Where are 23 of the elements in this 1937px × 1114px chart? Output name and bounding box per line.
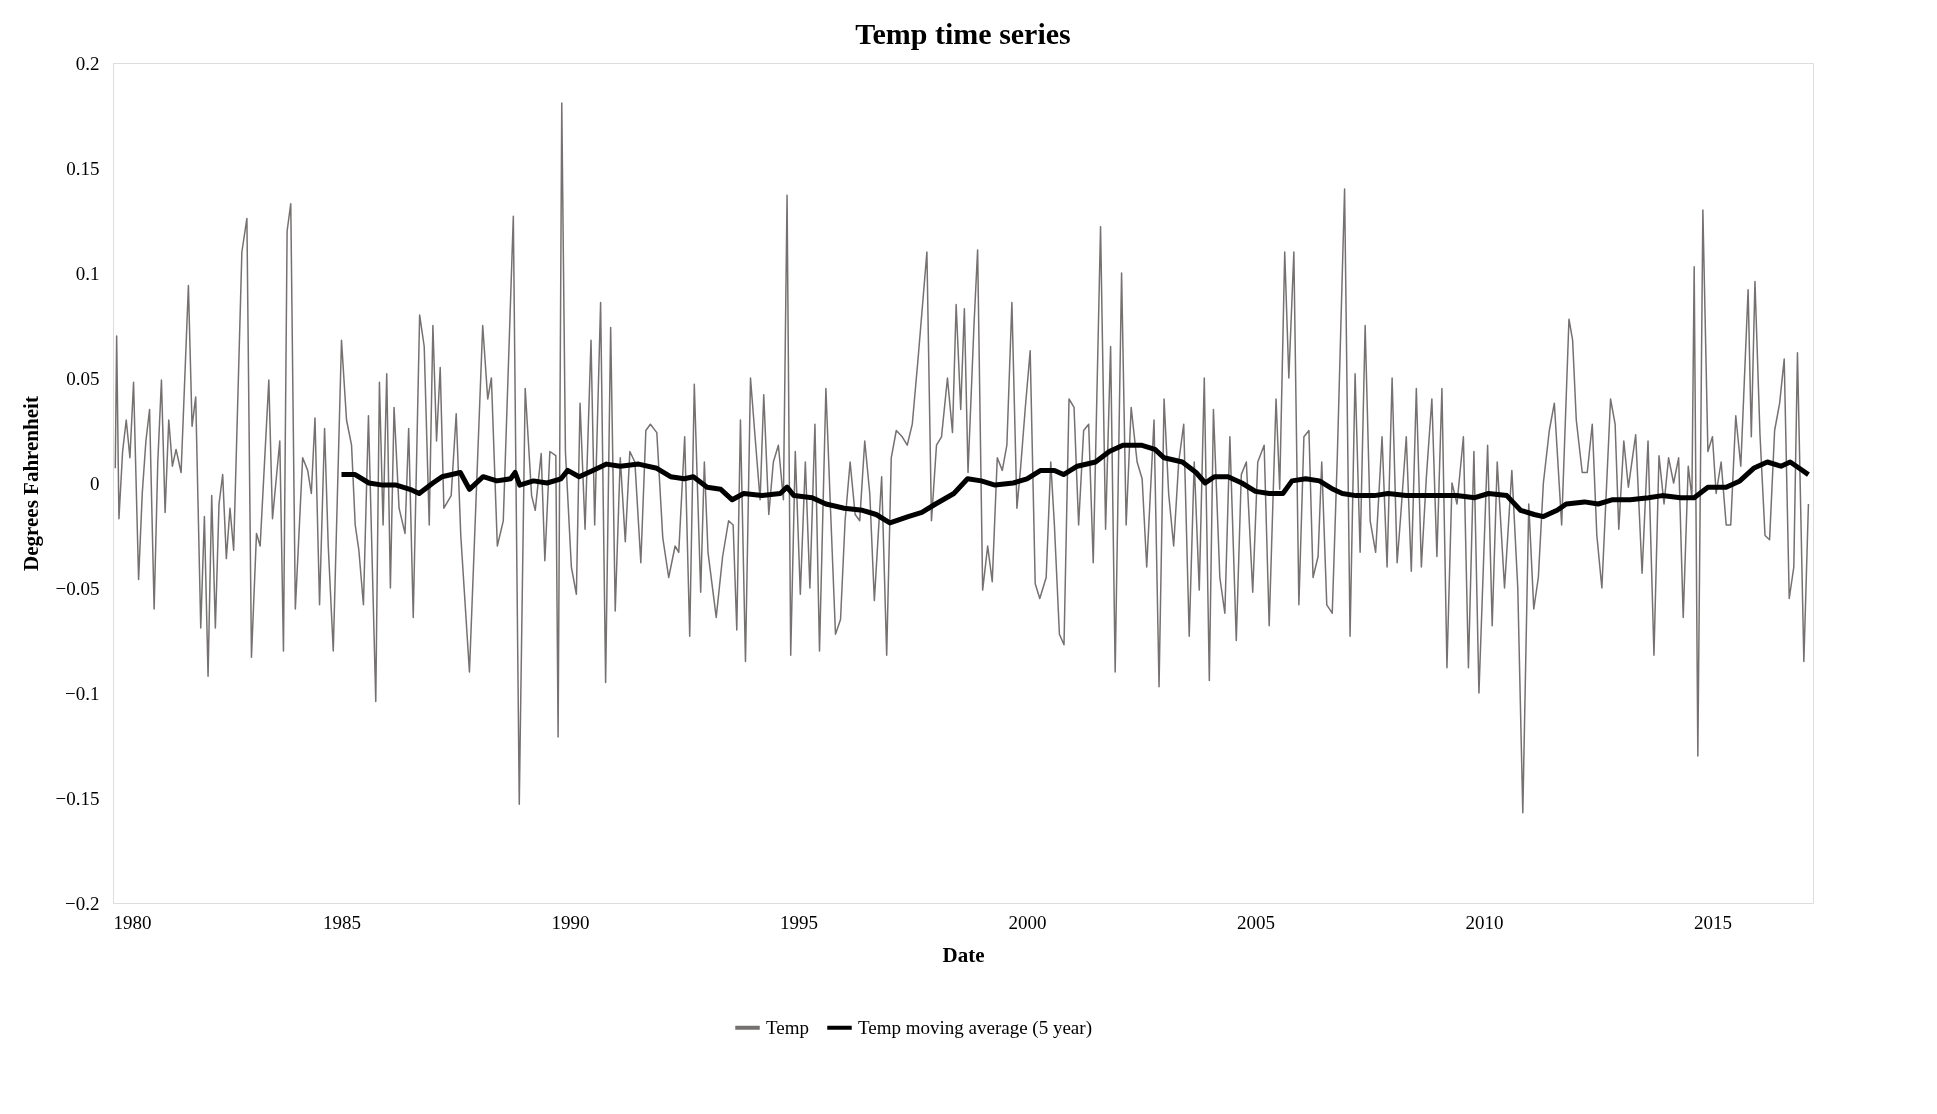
x-tick-label: 2005: [1236, 911, 1275, 933]
x-tick-label: 1990: [551, 911, 590, 933]
x-tick-label: 2015: [1693, 911, 1732, 933]
legend-label: Temp moving average (5 year): [858, 1016, 1092, 1039]
y-tick-label: 0.1: [75, 262, 100, 284]
y-tick-label: 0.05: [66, 367, 100, 389]
x-tick-label: 2000: [1008, 911, 1047, 933]
x-tick-label: 1980: [113, 911, 152, 933]
y-tick-label: −0.2: [65, 892, 100, 914]
x-tick-label: 1995: [779, 911, 818, 933]
x-axis-title: Date: [942, 942, 985, 967]
y-tick-label: −0.15: [55, 787, 100, 809]
y-tick-label: 0: [90, 472, 100, 494]
legend-label: Temp: [766, 1016, 809, 1038]
y-tick-label: 0.2: [75, 52, 100, 74]
chart-title: Temp time series: [855, 17, 1071, 50]
line-series: [114, 102, 1810, 814]
y-axis-title: Degrees Fahrenheit: [18, 396, 43, 571]
y-tick-label: 0.15: [66, 157, 100, 179]
x-tick-label: 1985: [322, 911, 361, 933]
y-tick-label: −0.1: [65, 682, 100, 704]
y-tick-label: −0.05: [55, 577, 100, 599]
x-tick-label: 2010: [1465, 911, 1504, 933]
